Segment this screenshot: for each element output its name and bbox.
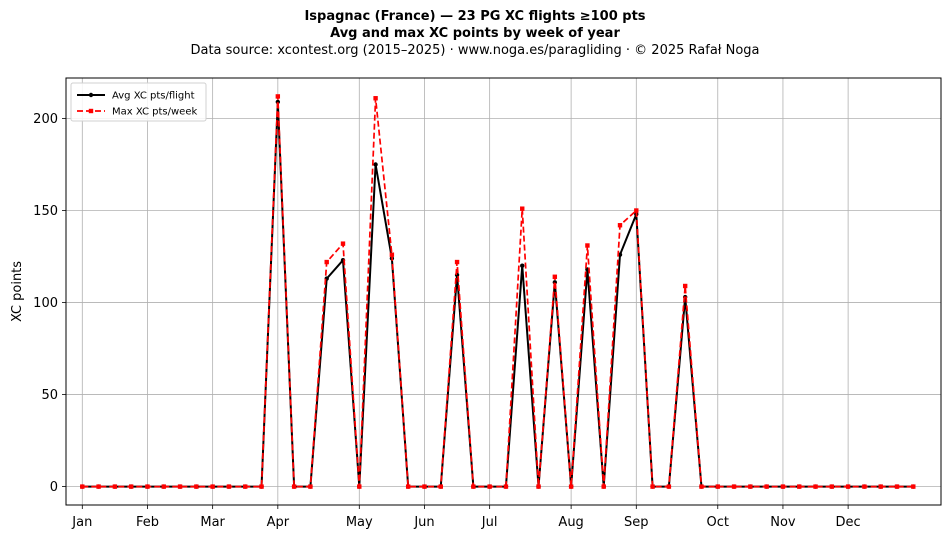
x-tick-label: Aug: [558, 515, 583, 530]
series-layer: [80, 94, 916, 489]
legend-item: Avg XC pts/flight: [77, 91, 195, 102]
data-point: [96, 484, 101, 489]
data-point: [552, 274, 558, 279]
data-point: [894, 484, 900, 489]
data-point: [145, 484, 150, 489]
x-tick-label: Feb: [136, 515, 159, 530]
y-tick-label: 150: [33, 204, 58, 219]
data-point: [210, 484, 215, 489]
data-point: [112, 484, 118, 489]
data-point: [357, 484, 362, 489]
data-point: [520, 263, 525, 268]
series-max: [80, 94, 916, 489]
data-point: [340, 241, 346, 246]
data-point: [422, 484, 427, 489]
legend: Avg XC pts/flight Max XC pts/week: [70, 82, 207, 122]
data-point: [324, 259, 329, 265]
data-point: [503, 484, 509, 489]
data-point: [438, 484, 443, 489]
data-point: [666, 484, 672, 489]
x-tick-label: Dec: [836, 515, 861, 530]
data-point: [813, 484, 818, 489]
data-point: [161, 484, 166, 489]
x-tick-label: May: [346, 515, 373, 530]
legend-marker: [88, 108, 94, 114]
legend-marker: [88, 92, 94, 98]
chart-title-block: Ispagnac (France) — 23 PG XC flights ≥10…: [0, 8, 950, 59]
data-point: [536, 484, 541, 489]
data-point: [911, 484, 916, 489]
data-point: [715, 484, 720, 489]
data-point: [405, 484, 411, 489]
y-tick-label: 0: [50, 480, 58, 495]
data-point: [617, 223, 623, 228]
x-tick-label: Mar: [200, 515, 225, 530]
data-point: [389, 252, 395, 257]
legend-item: Max XC pts/week: [77, 107, 197, 118]
data-point: [128, 484, 134, 489]
x-tick-label: Oct: [707, 515, 729, 530]
data-point: [520, 206, 525, 211]
chart-source: Data source: xcontest.org (2015–2025) · …: [190, 43, 760, 58]
data-point: [373, 162, 378, 167]
data-point: [275, 94, 281, 99]
series-line: [82, 95, 914, 488]
data-point: [634, 208, 639, 213]
data-point: [259, 484, 264, 489]
data-point: [682, 283, 688, 289]
legend-label: Avg XC pts/flight: [112, 91, 195, 102]
x-tick-label: Jun: [413, 515, 434, 530]
y-tick-label: 50: [41, 388, 58, 403]
data-point: [862, 484, 867, 489]
legend-label: Max XC pts/week: [112, 107, 197, 118]
x-axis-ticks: Jan Feb Mar Apr May Jun Jul Aug Sep Oct Nov Dec: [71, 505, 861, 530]
data-point: [780, 484, 786, 489]
data-point: [487, 484, 492, 489]
data-point: [291, 484, 297, 489]
plot-frame: [65, 77, 942, 506]
chart-title: Ispagnac (France) — 23 PG XC flights ≥10…: [304, 9, 646, 24]
data-point: [194, 484, 199, 489]
data-point: [454, 259, 460, 265]
data-point: [601, 484, 606, 489]
series-avg: [80, 99, 916, 489]
data-point: [731, 484, 737, 489]
x-tick-label: Apr: [267, 515, 290, 530]
data-point: [878, 484, 883, 489]
series-line: [82, 100, 914, 488]
x-tick-label: Jul: [481, 515, 498, 530]
data-point: [585, 243, 590, 248]
data-point: [568, 484, 574, 489]
y-axis-ticks: 0 50 100 150 200: [33, 112, 66, 495]
data-point: [226, 484, 232, 489]
data-point: [80, 484, 85, 489]
data-point: [650, 484, 655, 489]
x-tick-label: Sep: [624, 515, 649, 530]
x-tick-label: Nov: [770, 515, 796, 530]
x-tick-label: Jan: [71, 515, 92, 530]
data-point: [177, 484, 183, 489]
data-point: [845, 484, 851, 489]
data-point: [373, 96, 378, 101]
data-point: [764, 484, 769, 489]
data-point: [699, 484, 704, 489]
data-point: [829, 484, 835, 489]
y-axis-label: XC points: [10, 261, 25, 322]
data-point: [471, 484, 476, 489]
grid-lines: [66, 78, 941, 505]
data-point: [797, 484, 802, 489]
chart-subtitle: Avg and max XC points by week of year: [330, 26, 620, 41]
data-point: [748, 484, 753, 489]
data-point: [243, 484, 248, 489]
y-tick-label: 200: [33, 112, 58, 127]
y-tick-label: 100: [33, 296, 58, 311]
data-point: [308, 484, 313, 489]
